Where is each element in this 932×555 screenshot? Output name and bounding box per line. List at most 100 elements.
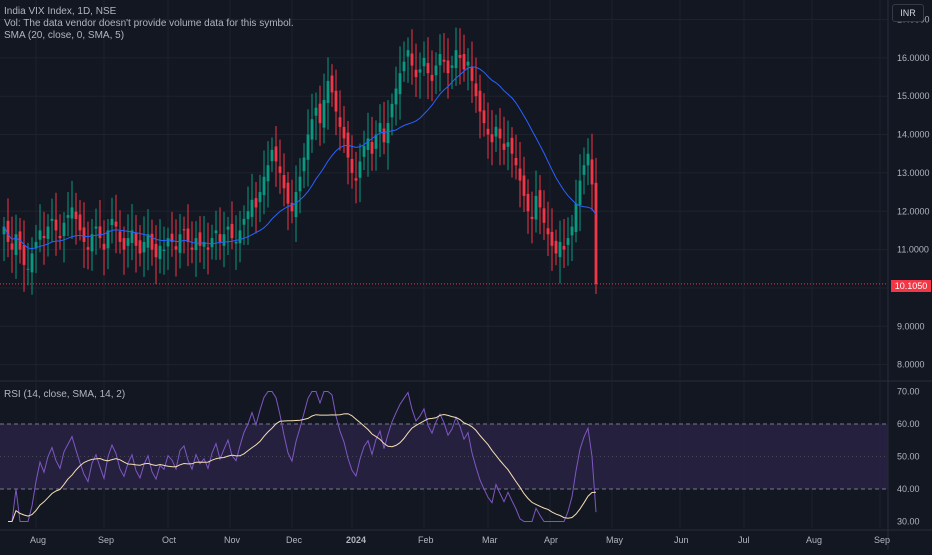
candle-body [234, 241, 238, 244]
candle-body [82, 227, 86, 242]
candle-body [2, 226, 6, 235]
candle-body [310, 119, 314, 140]
candle-body [218, 234, 222, 242]
candle-body [426, 63, 430, 74]
candle-body [334, 90, 338, 112]
time-tick-label: Jul [738, 535, 750, 545]
candle-body [170, 233, 174, 242]
candle-body [482, 110, 486, 124]
candle-body [186, 228, 190, 242]
candle-body [282, 175, 286, 189]
candle-body [258, 192, 262, 203]
time-tick-label: Oct [162, 535, 177, 545]
candle-body [194, 238, 198, 251]
candle-body [554, 240, 558, 254]
candle-body [538, 190, 542, 208]
candle-body [62, 222, 66, 237]
rsi-layer [8, 391, 597, 522]
rsi-legend[interactable]: RSI (14, close, SMA, 14, 2) [4, 389, 126, 400]
candle-body [418, 69, 422, 73]
candle-body [398, 73, 402, 95]
price-tick-label: 13.0000 [897, 168, 930, 178]
candle-body [378, 123, 382, 133]
candle-body [438, 54, 442, 66]
candle-body [374, 134, 378, 149]
candle-body [462, 54, 466, 70]
sma-legend[interactable]: SMA (20, close, 0, SMA, 5) [4, 30, 125, 41]
candle-body [326, 80, 330, 103]
currency-badge[interactable]: INR [892, 4, 924, 22]
symbol-title[interactable]: India VIX Index, 1D, NSE [4, 6, 117, 17]
candle-body [522, 175, 526, 196]
candle-body [34, 241, 38, 249]
candle-body [190, 247, 194, 250]
candle-body [406, 50, 410, 57]
candle-body [550, 231, 554, 246]
candle-body [266, 165, 270, 182]
candle-body [574, 203, 578, 232]
candle-body [582, 165, 586, 175]
candle-body [594, 182, 598, 284]
candle-body [494, 126, 498, 137]
rsi-tick-label: 40.00 [897, 484, 920, 494]
candle-body [242, 218, 246, 225]
rsi-band-layer [0, 423, 888, 490]
candle-body [422, 57, 426, 67]
candle-body [570, 226, 574, 236]
candle-body [230, 223, 234, 239]
time-tick-label: Sep [874, 535, 890, 545]
candle-body [302, 157, 306, 172]
candle-body [206, 247, 210, 250]
candle-body [14, 234, 18, 255]
candle-body [278, 166, 282, 173]
candle-body [390, 103, 394, 118]
candle-body [474, 83, 478, 97]
rsi-tick-label: 70.00 [897, 387, 920, 397]
candle-body [458, 54, 462, 58]
time-tick-label: Jun [674, 535, 689, 545]
candle-body [578, 180, 582, 205]
candle-body [118, 231, 122, 242]
candle-body [382, 128, 386, 143]
candle-body [518, 168, 522, 181]
candle-body [74, 211, 78, 219]
candle-body [402, 61, 406, 72]
candle-body [330, 75, 334, 93]
candle-body [138, 240, 142, 254]
candle-body [478, 90, 482, 112]
rsi-ma-line [8, 413, 597, 522]
candle-body [30, 253, 34, 273]
candle-body [162, 249, 166, 251]
volume-note: Vol: The data vendor doesn't provide vol… [4, 18, 294, 29]
candle-body [150, 233, 154, 250]
candle-body [446, 60, 450, 74]
candle-body [46, 226, 50, 239]
candle-body [370, 142, 374, 154]
candle-body [58, 236, 62, 239]
candle-body [274, 146, 278, 162]
candle-body [314, 107, 318, 116]
candle-body [394, 88, 398, 105]
price-tick-label: 8.0000 [897, 360, 925, 370]
candle-body [566, 238, 570, 245]
candle-body [306, 134, 310, 160]
candle-body [470, 66, 474, 81]
price-tick-label: 9.0000 [897, 321, 925, 331]
candle-body [254, 198, 258, 208]
price-tick-label: 15.0000 [897, 91, 930, 101]
candle-body [42, 235, 46, 239]
candle-body [154, 243, 158, 258]
time-tick-label: Nov [224, 535, 241, 545]
candle-body [430, 74, 434, 81]
candle-body [222, 234, 226, 246]
candle-body [146, 234, 150, 248]
candle-body [226, 226, 230, 230]
candle-body [590, 159, 594, 185]
candle-body [450, 65, 454, 68]
candle-body [202, 241, 206, 247]
rsi-tick-label: 60.00 [897, 419, 920, 429]
candle-body [6, 220, 10, 242]
candle-body [182, 229, 186, 231]
